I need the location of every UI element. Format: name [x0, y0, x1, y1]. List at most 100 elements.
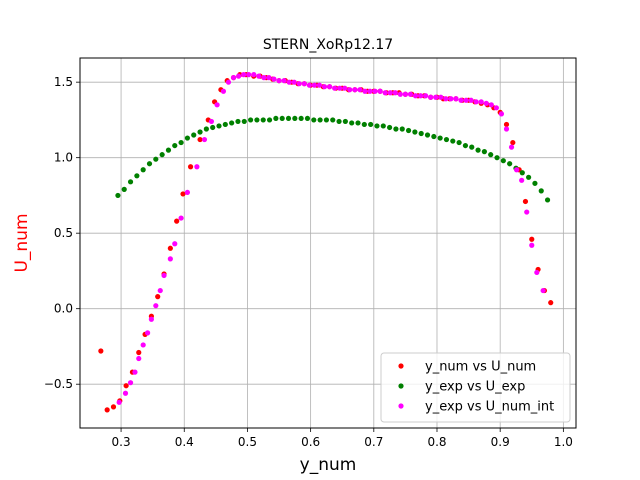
data-point — [167, 245, 173, 251]
data-point — [475, 147, 481, 153]
data-point — [387, 124, 393, 131]
data-point — [122, 390, 129, 396]
x-tick-label: 0.7 — [364, 435, 383, 449]
data-point — [458, 97, 464, 103]
data-point — [298, 115, 304, 122]
data-point — [357, 87, 363, 93]
data-point — [261, 75, 267, 81]
x-tick-label: 0.5 — [238, 435, 257, 449]
data-point — [508, 144, 515, 150]
data-point — [140, 167, 146, 173]
data-point — [286, 79, 292, 85]
data-point — [417, 93, 424, 99]
data-point — [428, 94, 434, 100]
data-point — [146, 161, 153, 167]
data-point — [534, 269, 540, 276]
plot-area-frame — [79, 57, 577, 429]
data-point — [407, 91, 414, 97]
data-point — [399, 126, 405, 132]
legend-label: y_exp vs U_num_int — [425, 400, 554, 415]
data-point — [368, 121, 374, 128]
data-point — [488, 102, 494, 108]
legend-entry: y_num vs U_num — [398, 360, 536, 375]
data-point — [498, 111, 505, 117]
data-point — [544, 197, 551, 203]
data-point — [266, 75, 272, 81]
data-point — [178, 215, 184, 221]
data-point — [367, 88, 373, 94]
data-point — [337, 85, 343, 91]
data-point — [191, 132, 197, 138]
data-point — [402, 91, 409, 97]
data-point — [251, 72, 257, 78]
data-point — [423, 93, 429, 99]
data-point — [98, 348, 104, 354]
data-point — [393, 126, 399, 132]
y-tick-label: 0.5 — [54, 226, 73, 240]
data-point — [342, 85, 348, 91]
y-tick-label: 0.0 — [54, 302, 73, 316]
data-point — [424, 132, 431, 138]
data-point — [174, 218, 180, 224]
data-point — [548, 300, 554, 306]
data-point — [292, 115, 298, 122]
data-point — [187, 164, 194, 170]
data-point — [216, 123, 222, 129]
data-point — [493, 105, 499, 111]
data-point — [184, 189, 191, 196]
x-tick-label: 0.4 — [175, 435, 194, 449]
data-point — [524, 209, 530, 215]
data-point — [127, 179, 134, 185]
data-point — [469, 144, 475, 150]
series-2 — [115, 115, 551, 203]
data-point — [347, 87, 353, 93]
data-point — [134, 173, 140, 179]
data-point — [235, 73, 242, 79]
data-point — [443, 136, 450, 143]
data-point — [418, 130, 424, 137]
legend: y_num vs U_num y_exp vs U_exp y_exp vs U_n… — [380, 352, 571, 423]
data-point — [361, 121, 367, 128]
data-point — [387, 90, 393, 96]
data-point — [172, 142, 178, 149]
data-point — [431, 133, 437, 140]
data-point — [326, 84, 333, 90]
legend-marker — [398, 363, 404, 369]
data-point — [140, 342, 146, 348]
data-point — [342, 118, 348, 125]
data-point — [311, 82, 318, 88]
data-point — [241, 72, 247, 78]
data-point — [172, 241, 178, 247]
data-point — [412, 93, 419, 99]
data-point — [208, 118, 215, 125]
data-point — [448, 96, 454, 102]
y-tick-label: 1.5 — [54, 75, 73, 89]
data-point — [276, 78, 282, 84]
data-point — [317, 117, 323, 123]
data-point — [121, 186, 127, 192]
legend-label: y_num vs U_num — [425, 360, 536, 375]
data-point — [355, 120, 361, 126]
grid-lines — [80, 58, 576, 428]
data-point — [157, 287, 163, 294]
data-point — [323, 117, 330, 123]
data-point — [256, 73, 262, 79]
data-point — [519, 177, 525, 183]
data-point — [529, 236, 535, 242]
data-point — [453, 96, 459, 102]
legend-box — [380, 352, 571, 423]
data-point — [352, 87, 358, 93]
y-axis-label: U_num — [12, 213, 32, 272]
data-point — [273, 115, 279, 122]
x-tick-label: 0.3 — [112, 435, 131, 449]
data-point — [197, 136, 203, 143]
data-point — [336, 118, 342, 125]
data-point — [514, 167, 520, 173]
data-point — [478, 99, 484, 105]
data-point — [316, 82, 323, 88]
data-point — [473, 99, 479, 105]
data-point — [503, 121, 510, 128]
data-point — [540, 287, 546, 294]
data-point — [494, 155, 500, 161]
